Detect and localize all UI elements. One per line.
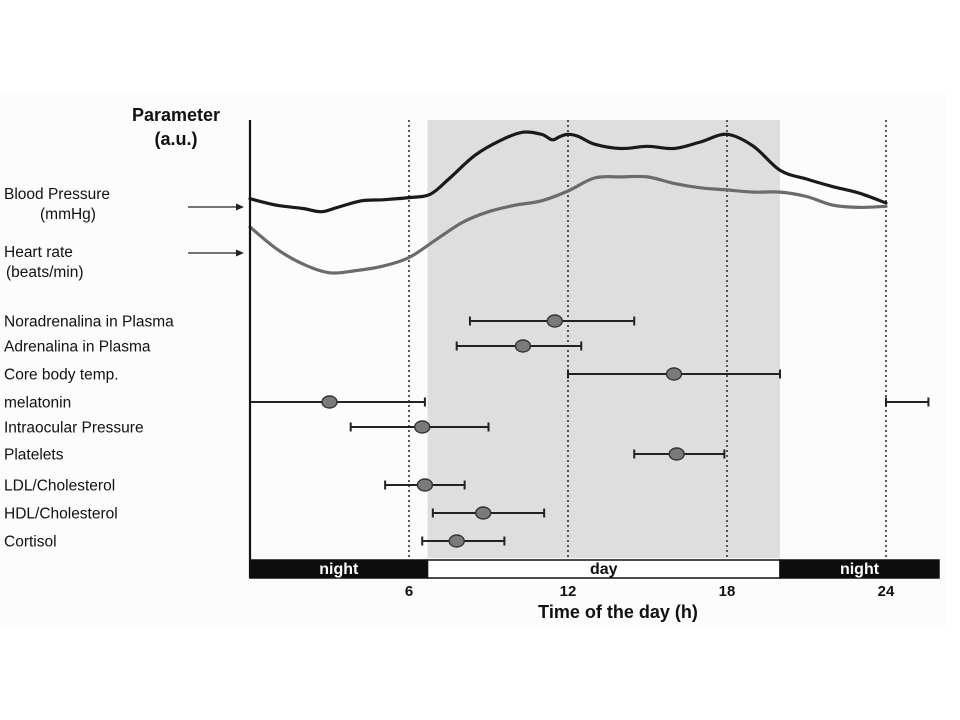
peak-interval-layer: [249, 314, 930, 548]
x-tick-label-18: 18: [719, 583, 736, 600]
cortisol-peak-marker: [448, 534, 465, 548]
x-tick-label-24: 24: [878, 583, 895, 600]
noradrenalina-in-plasma-label: Noradrenalina in Plasma: [4, 314, 174, 331]
x-axis-title: Time of the day (h): [538, 602, 698, 622]
x-tick-label-6: 6: [405, 583, 413, 600]
intraocular-pressure-label: Intraocular Pressure: [4, 420, 144, 437]
x-tick-labels: 6 12 18 24: [405, 583, 895, 600]
day-shading-layer: [427, 120, 780, 558]
adrenalina-in-plasma-label: Adrenalina in Plasma: [4, 339, 151, 356]
blood-pressure-label-line2: (mmHg): [40, 206, 96, 223]
ldl-cholesterol-peak-marker: [416, 478, 434, 492]
day-shaded-region: [427, 120, 780, 558]
hdl-cholesterol-label: HDL/Cholesterol: [4, 506, 118, 523]
intraocular-pressure-peak-marker: [414, 420, 431, 434]
cortisol-label: Cortisol: [4, 534, 57, 551]
adrenalina-in-plasma-peak-marker: [514, 339, 532, 353]
row-labels: Blood Pressure (mmHg) Heart rate (beats/min…: [4, 186, 244, 551]
hdl-cholesterol-peak-marker: [475, 506, 492, 520]
blood-pressure-curve: [248, 130, 888, 214]
blood-pressure-arrow-icon: [236, 203, 244, 211]
curve-layer: [248, 130, 888, 275]
x-tick-label-12: 12: [560, 583, 577, 600]
heart-rate-label-line2: (beats/min): [6, 264, 84, 281]
heart-rate-curve: [248, 174, 888, 275]
melatonin-label: melatonin: [4, 395, 71, 412]
y-axis-title-line2: (a.u.): [155, 129, 198, 149]
blood-pressure-label-line1: Blood Pressure: [4, 186, 110, 203]
melatonin-peak-marker: [321, 395, 338, 409]
core-body-temp--peak-marker: [665, 367, 683, 381]
heart-rate-label-line1: Heart rate: [4, 244, 73, 261]
core-body-temp--label: Core body temp.: [4, 367, 119, 384]
band-label-night-0: night: [319, 561, 359, 578]
band-label-night-2: night: [840, 561, 880, 578]
night-day-band: night day night: [249, 559, 940, 579]
y-axis-title-line1: Parameter: [132, 105, 220, 125]
noradrenalina-in-plasma-peak-marker: [546, 314, 563, 328]
ldl-cholesterol-label: LDL/Cholesterol: [4, 478, 115, 495]
platelets-peak-marker: [668, 447, 685, 461]
heart-rate-arrow-icon: [236, 249, 244, 257]
band-segment-night-2: [779, 559, 940, 579]
platelets-label: Platelets: [4, 447, 64, 464]
band-label-day-1: day: [590, 561, 618, 578]
